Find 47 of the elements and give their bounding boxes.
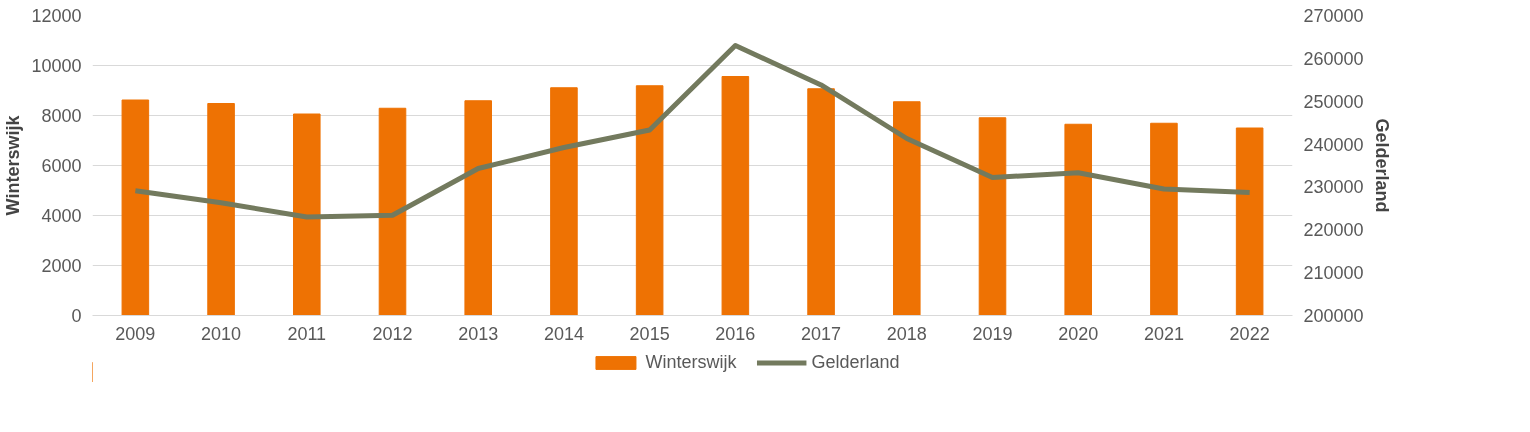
legend-label: Winterswijk: [645, 351, 737, 373]
y2-tick-label: 220000: [1303, 220, 1364, 241]
y-tick-label: 0: [71, 306, 82, 326]
x-tick-label: 2012: [372, 323, 413, 344]
x-tick-label: 2019: [972, 323, 1013, 344]
bar: [978, 117, 1007, 316]
y-tick-label: 6000: [41, 156, 82, 176]
x-tick-label: 2013: [458, 323, 499, 344]
y2-tick-label: 270000: [1303, 6, 1364, 26]
y2-tick-label: 240000: [1303, 134, 1364, 155]
x-tick-label: 2021: [1143, 323, 1184, 344]
bar: [1235, 127, 1264, 316]
bar: [1064, 123, 1092, 316]
bar: [807, 88, 835, 316]
y2-tick-label: 230000: [1303, 177, 1364, 198]
x-tick-label: 2020: [1058, 323, 1099, 344]
y-tick-label: 8000: [41, 106, 82, 126]
bar: [550, 87, 578, 316]
bar: [464, 100, 492, 316]
y-tick-label: 12000: [31, 6, 82, 26]
x-tick-label: 2015: [629, 323, 670, 344]
y2-tick-label: 200000: [1303, 306, 1364, 326]
bar: [207, 103, 235, 316]
y-tick-label: 4000: [41, 206, 82, 226]
y-tick-label: 10000: [31, 56, 82, 76]
x-tick-label: 2010: [201, 323, 242, 344]
y2-axis-title: Gelderland: [1371, 118, 1392, 213]
bar: [1150, 122, 1178, 316]
y2-tick-label: 260000: [1303, 48, 1364, 69]
bar: [721, 76, 750, 316]
x-tick-label: 2014: [543, 323, 584, 344]
y-axis-title: Winterswijk: [3, 114, 24, 216]
bar: [635, 85, 664, 316]
legend-label: Gelderland: [811, 351, 900, 373]
bar: [293, 113, 321, 316]
x-tick-label: 2017: [801, 323, 842, 344]
bar: [121, 99, 150, 316]
bar: [893, 101, 921, 316]
x-tick-label: 2018: [886, 323, 927, 344]
y2-tick-label: 250000: [1303, 91, 1364, 112]
bar: [378, 107, 407, 316]
x-tick-label: 2022: [1229, 323, 1270, 344]
x-tick-label: 2009: [115, 323, 156, 344]
y-tick-label: 2000: [41, 256, 82, 276]
x-tick-label: 2011: [287, 323, 327, 344]
x-tick-label: 2016: [715, 323, 756, 344]
y2-tick-label: 210000: [1303, 263, 1364, 284]
